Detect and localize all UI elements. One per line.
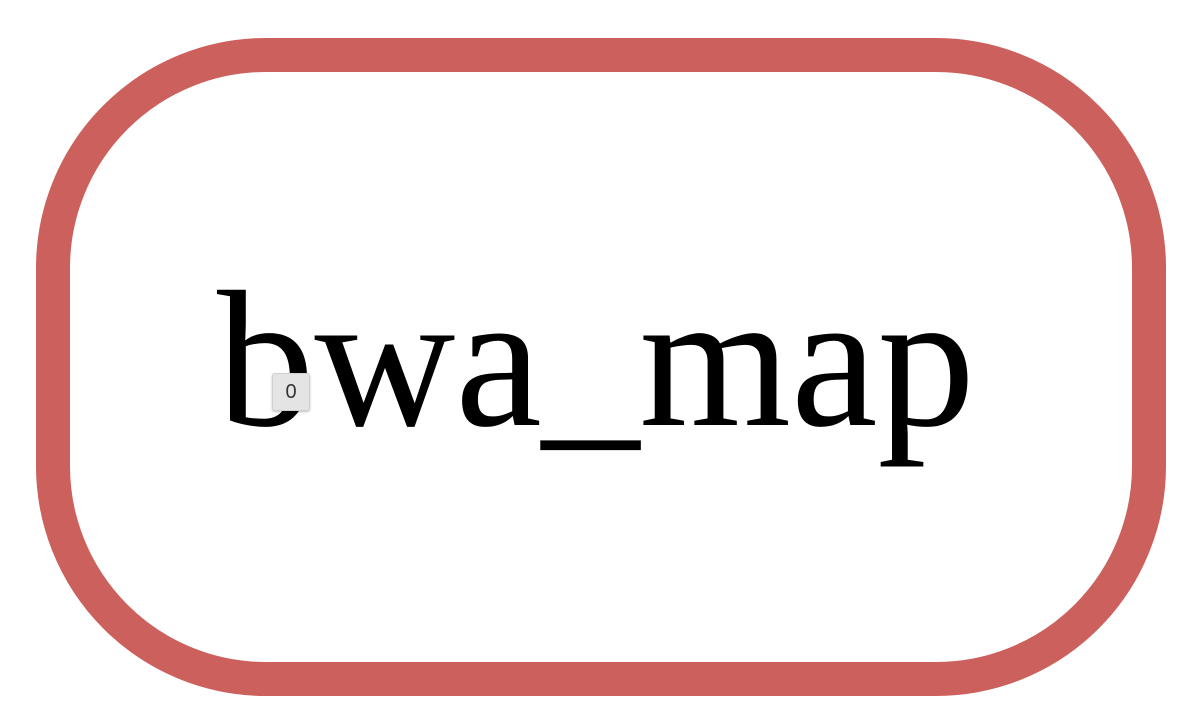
node-label: bwa_map — [216, 251, 976, 468]
node-index-badge: 0 — [272, 373, 310, 411]
node-label-container: bwa_map — [0, 262, 1192, 470]
